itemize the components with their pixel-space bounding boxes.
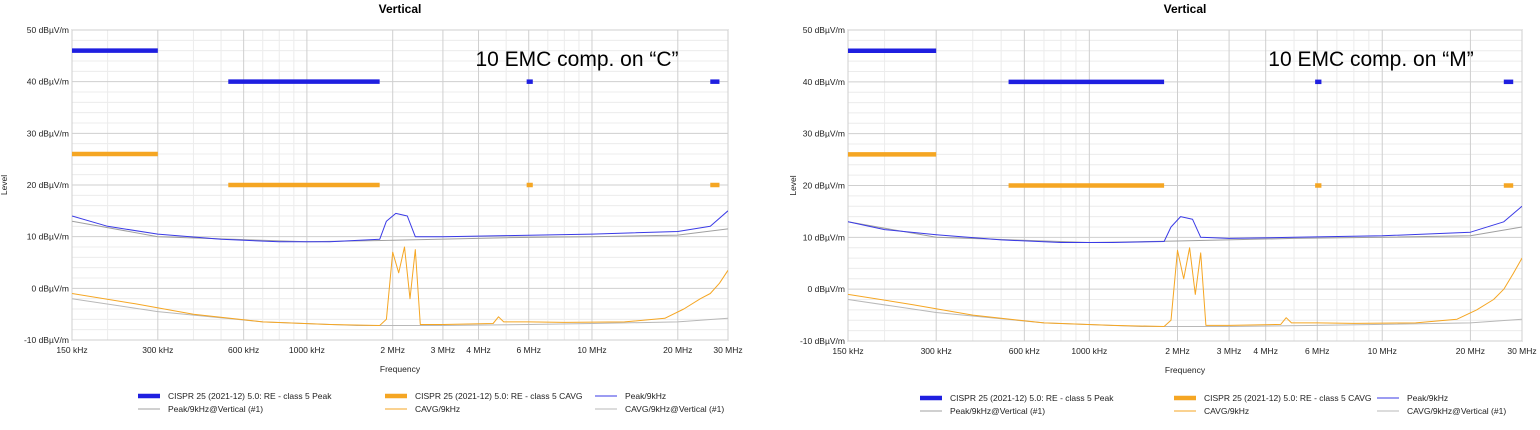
x-tick-label: 4 MHz bbox=[466, 345, 491, 355]
x-axis-label: Frequency bbox=[380, 364, 421, 374]
y-axis-label: Level bbox=[0, 175, 9, 195]
legend-label: CAVG/9kHz bbox=[1204, 406, 1249, 416]
series-line-1 bbox=[72, 220, 728, 243]
emc-chart-panel-m: Vertical 50 dBµV/m 40 dBµV/m 30 dBµV/m 20 dB… bbox=[788, 0, 1540, 425]
series-line-1 bbox=[848, 221, 1522, 243]
y-tick-label: 10 dBµV/m bbox=[803, 232, 845, 242]
y-tick-label: 40 dBµV/m bbox=[803, 77, 845, 87]
series-line-3 bbox=[72, 298, 728, 326]
y-tick-label: 30 dBµV/m bbox=[27, 128, 69, 138]
plot-layer bbox=[848, 48, 1522, 327]
legend-label: CAVG/9kHz@Vertical (#1) bbox=[625, 404, 724, 414]
legend-label: CISPR 25 (2021-12) 5.0: RE - class 5 CAV… bbox=[415, 391, 583, 401]
emc-chart-m: Vertical 50 dBµV/m 40 dBµV/m 30 dBµV/m 20 dB… bbox=[788, 2, 1537, 416]
x-tick-label: 3 MHz bbox=[1217, 346, 1242, 356]
x-tick-label: 300 kHz bbox=[921, 346, 952, 356]
y-tick-label: 30 dBµV/m bbox=[803, 129, 845, 139]
y-tick-label: 50 dBµV/m bbox=[803, 25, 845, 35]
series-line-0 bbox=[848, 205, 1522, 243]
x-tick-label: 30 MHz bbox=[713, 345, 742, 355]
legend-label: Peak/9kHz@Vertical (#1) bbox=[950, 406, 1045, 416]
x-tick-label: 2 MHz bbox=[380, 345, 405, 355]
legend-label: Peak/9kHz bbox=[1407, 393, 1448, 403]
x-tick-label: 1000 kHz bbox=[289, 345, 325, 355]
x-tick-label: 600 kHz bbox=[228, 345, 259, 355]
legend-label: CAVG/9kHz@Vertical (#1) bbox=[1407, 406, 1506, 416]
y-tick-label: 40 dBµV/m bbox=[27, 77, 69, 87]
series-line-2 bbox=[72, 246, 728, 326]
x-tick-label: 10 MHz bbox=[1368, 346, 1397, 356]
y-tick-label: 0 dBµV/m bbox=[808, 284, 846, 294]
series-line-0 bbox=[72, 210, 728, 243]
legend-label: CAVG/9kHz bbox=[415, 404, 460, 414]
x-tick-label: 6 MHz bbox=[1305, 346, 1330, 356]
y-tick-label: 20 dBµV/m bbox=[27, 180, 69, 190]
x-tick-label: 10 MHz bbox=[577, 345, 606, 355]
x-tick-label: 1000 kHz bbox=[1071, 346, 1107, 356]
legend-label: CISPR 25 (2021-12) 5.0: RE - class 5 Pea… bbox=[950, 393, 1114, 403]
chart-annotation: 10 EMC comp. on “C” bbox=[475, 48, 678, 71]
x-tick-label: 150 kHz bbox=[56, 345, 87, 355]
plot-layer bbox=[72, 48, 728, 326]
chart-title: Vertical bbox=[1164, 2, 1207, 16]
x-tick-label: 6 MHz bbox=[516, 345, 541, 355]
legend-label: Peak/9kHz@Vertical (#1) bbox=[168, 404, 263, 414]
series-line-2 bbox=[848, 247, 1522, 327]
y-tick-label: -10 dBµV/m bbox=[800, 336, 845, 346]
y-tick-label: 10 dBµV/m bbox=[27, 232, 69, 242]
legend-label: CISPR 25 (2021-12) 5.0: RE - class 5 Pea… bbox=[168, 391, 332, 401]
x-tick-label: 600 kHz bbox=[1009, 346, 1040, 356]
chart-annotation: 10 EMC comp. on “M” bbox=[1268, 48, 1473, 71]
y-axis-label: Level bbox=[790, 175, 798, 195]
x-tick-label: 4 MHz bbox=[1253, 346, 1278, 356]
y-tick-label: 20 dBµV/m bbox=[803, 181, 845, 191]
x-tick-label: 3 MHz bbox=[431, 345, 456, 355]
x-tick-label: 2 MHz bbox=[1165, 346, 1190, 356]
x-tick-label: 300 kHz bbox=[142, 345, 173, 355]
y-tick-label: 50 dBµV/m bbox=[27, 25, 69, 35]
series-line-3 bbox=[848, 299, 1522, 327]
x-axis-label: Frequency bbox=[1165, 365, 1206, 375]
chart-title: Vertical bbox=[379, 2, 422, 16]
emc-chart-c: Vertical 50 dBµV/m 40 dBµV/m 30 dBµV/m 20 dB… bbox=[0, 2, 743, 414]
x-tick-label: 20 MHz bbox=[663, 345, 692, 355]
legend-label: CISPR 25 (2021-12) 5.0: RE - class 5 CAV… bbox=[1204, 393, 1372, 403]
x-tick-label: 30 MHz bbox=[1507, 346, 1536, 356]
emc-chart-panel-c: Vertical 50 dBµV/m 40 dBµV/m 30 dBµV/m 20 dB… bbox=[0, 0, 770, 425]
legend-label: Peak/9kHz bbox=[625, 391, 666, 401]
y-tick-label: -10 dBµV/m bbox=[24, 335, 69, 345]
x-tick-label: 150 kHz bbox=[832, 346, 863, 356]
x-tick-label: 20 MHz bbox=[1456, 346, 1485, 356]
y-tick-label: 0 dBµV/m bbox=[32, 283, 70, 293]
